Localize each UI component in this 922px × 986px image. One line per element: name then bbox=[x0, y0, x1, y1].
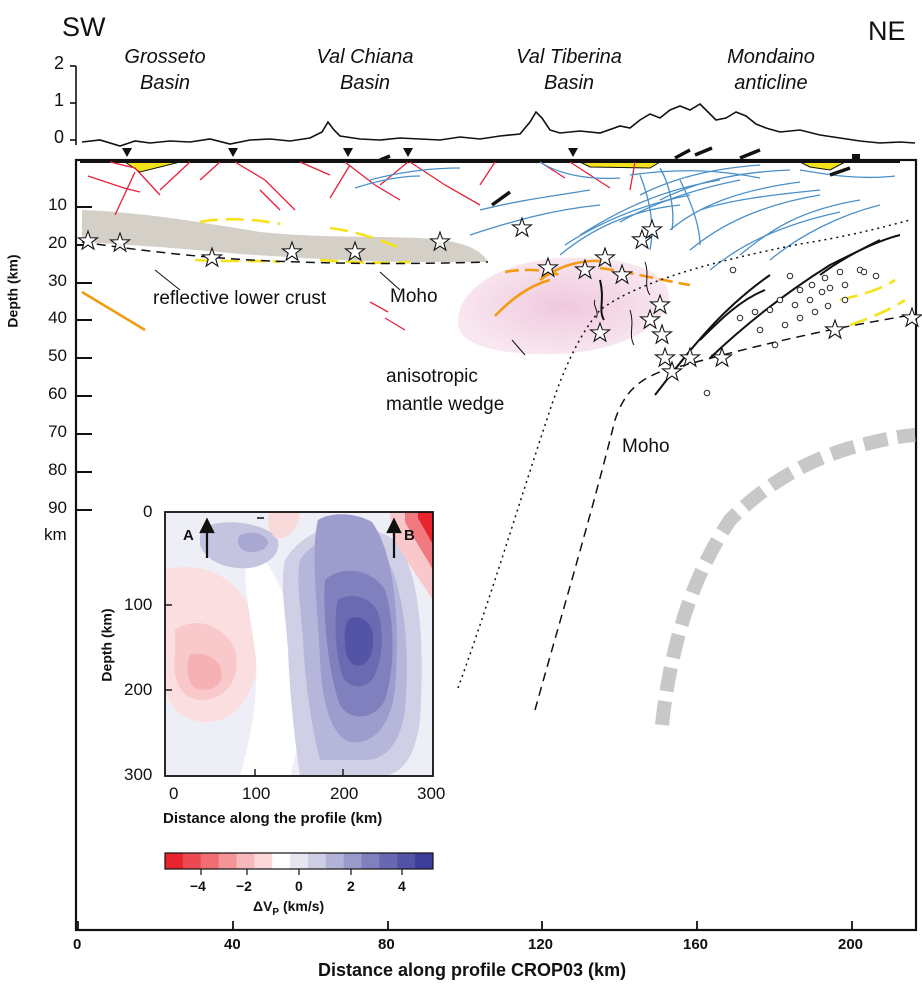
x-tick-160: 160 bbox=[683, 936, 709, 953]
basin-label-grosseto: Grosseto Basin bbox=[80, 44, 250, 96]
topo-tick-0: 0 bbox=[54, 127, 65, 147]
colorbar-tick-neg4: −4 bbox=[190, 878, 206, 894]
direction-ne: NE bbox=[868, 16, 906, 46]
inset-y-tick-300: 300 bbox=[124, 765, 153, 784]
inset-y-axis-label: Depth (km) bbox=[98, 608, 115, 682]
reflective-lower-crust bbox=[82, 210, 488, 262]
x-tick-40: 40 bbox=[224, 936, 241, 953]
x-tick-200: 200 bbox=[838, 936, 864, 953]
colorbar-cell bbox=[415, 853, 434, 869]
x-tick-0: 0 bbox=[73, 936, 82, 953]
depth-axis bbox=[75, 162, 92, 512]
moho-line-upper bbox=[81, 241, 489, 265]
inset-label-b: B bbox=[404, 527, 415, 544]
colorbar-cell bbox=[272, 853, 291, 869]
colorbar-cell bbox=[200, 853, 220, 869]
inset-x-tick-300: 300 bbox=[417, 784, 446, 803]
topography-profile bbox=[81, 102, 916, 147]
basin-name: Mondaino bbox=[727, 46, 815, 68]
annotation-reflective-lower-crust: reflective lower crust bbox=[153, 288, 327, 309]
inset-x-tick-100: 100 bbox=[242, 784, 271, 803]
inset-y-tick-200: 200 bbox=[124, 680, 153, 699]
basin-type: Basin bbox=[139, 72, 191, 94]
depth-tick-50: 50 bbox=[48, 346, 67, 365]
basin-type: anticline bbox=[734, 72, 808, 94]
depth-tick-70: 70 bbox=[48, 422, 67, 441]
inset-y-tick-0: 0 bbox=[143, 502, 153, 521]
sediment-basins bbox=[82, 161, 846, 173]
annotation-moho-upper: Moho bbox=[390, 286, 438, 307]
depth-tick-10: 10 bbox=[48, 195, 67, 214]
moho-line-lower bbox=[534, 314, 911, 711]
colorbar-cell bbox=[236, 853, 255, 869]
basin-label-mondaino: Mondaino anticline bbox=[686, 44, 856, 96]
x-tick-80: 80 bbox=[378, 936, 395, 953]
colorbar-tick-4: 4 bbox=[398, 878, 406, 894]
x-axis-label: Distance along profile CROP03 (km) bbox=[318, 960, 627, 980]
colorbar-cell bbox=[343, 853, 363, 869]
depth-axis-label: Depth (km) bbox=[4, 254, 21, 328]
basin-name: Grosseto bbox=[124, 46, 206, 68]
depth-tick-20: 20 bbox=[48, 233, 67, 252]
basin-name: Val Tiberina bbox=[516, 46, 622, 68]
topo-tick-1: 1 bbox=[54, 90, 65, 110]
colorbar-cell bbox=[290, 853, 309, 869]
x-tick-120: 120 bbox=[528, 936, 554, 953]
depth-tick-30: 30 bbox=[48, 271, 67, 290]
colorbar-tick-neg2: −2 bbox=[236, 878, 252, 894]
colorbar-label-unit: (km/s) bbox=[279, 898, 325, 914]
colorbar-cell bbox=[397, 853, 416, 869]
inset-x-tick-200: 200 bbox=[330, 784, 359, 803]
colorbar bbox=[164, 852, 434, 875]
colorbar-cell bbox=[361, 853, 380, 869]
microseismicity-circles bbox=[703, 266, 880, 397]
basin-label-val-tiberina: Val Tiberina Basin bbox=[484, 44, 654, 96]
anisotropic-mantle-wedge bbox=[457, 257, 669, 355]
slab-top-dotted bbox=[457, 219, 911, 689]
colorbar-cell bbox=[307, 853, 327, 869]
colorbar-cell bbox=[325, 853, 345, 869]
annotation-mantle-line1: anisotropic bbox=[386, 366, 478, 387]
colorbar-cell bbox=[182, 853, 202, 869]
inset-label-a: A bbox=[183, 527, 194, 544]
depth-tick-90: 90 bbox=[48, 498, 67, 517]
colorbar-cell bbox=[379, 853, 398, 869]
basin-name: Val Chiana bbox=[316, 46, 414, 68]
basin-type: Basin bbox=[543, 72, 595, 94]
colorbar-cell bbox=[254, 853, 273, 869]
thrust-arrows bbox=[379, 146, 851, 207]
x-axis-ticks bbox=[77, 921, 853, 930]
surface-triangles bbox=[122, 148, 860, 160]
slab-outline-gray bbox=[655, 428, 916, 726]
colorbar-label-sub: P bbox=[272, 906, 280, 918]
depth-tick-40: 40 bbox=[48, 308, 67, 327]
depth-tick-60: 60 bbox=[48, 384, 67, 403]
basin-type: Basin bbox=[339, 72, 391, 94]
colorbar-label: ΔVP (km/s) bbox=[253, 898, 324, 918]
direction-sw: SW bbox=[62, 12, 106, 42]
tomography-inset bbox=[164, 511, 434, 777]
colorbar-label-main: ΔV bbox=[253, 898, 273, 914]
colorbar-tick-2: 2 bbox=[347, 878, 355, 894]
annotation-mantle-line2: mantle wedge bbox=[386, 394, 505, 415]
basin-label-val-chiana: Val Chiana Basin bbox=[280, 44, 450, 96]
depth-tick-80: 80 bbox=[48, 460, 67, 479]
topography-axis bbox=[70, 65, 77, 145]
leader-lines bbox=[154, 269, 526, 356]
inset-x-axis-label: Distance along the profile (km) bbox=[163, 810, 383, 827]
blue-faults bbox=[354, 161, 896, 271]
depth-unit: km bbox=[44, 525, 67, 544]
colorbar-cell bbox=[165, 853, 184, 869]
colorbar-tick-0: 0 bbox=[295, 878, 303, 894]
inset-y-tick-100: 100 bbox=[124, 595, 153, 614]
colorbar-cell bbox=[218, 853, 237, 869]
topo-tick-2: 2 bbox=[54, 53, 65, 73]
inset-x-tick-0: 0 bbox=[169, 784, 179, 803]
annotation-moho-lower: Moho bbox=[622, 436, 670, 457]
section-frame bbox=[74, 158, 918, 932]
